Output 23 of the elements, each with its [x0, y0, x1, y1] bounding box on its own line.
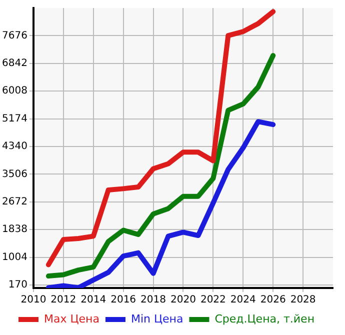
x-tick-label: 2012 — [50, 294, 76, 306]
y-tick-label: 6008 — [2, 86, 28, 97]
x-tick-label: 2026 — [260, 294, 286, 306]
y-tick-label: 2672 — [2, 196, 28, 208]
y-tick-label: 170 — [8, 280, 28, 291]
x-tick-label: 2016 — [110, 294, 136, 306]
y-tick-label: 6842 — [2, 58, 28, 69]
x-tick-label: 2018 — [140, 294, 166, 306]
y-tick-label: 7676 — [2, 30, 28, 42]
legend-label: Min Цена — [130, 312, 184, 326]
x-tick-label: 2022 — [200, 294, 226, 306]
y-tick-label: 3506 — [2, 168, 28, 180]
x-tick-label: 2028 — [290, 294, 316, 306]
y-tick-label: 4340 — [2, 141, 28, 152]
y-tick-label: 1838 — [2, 224, 28, 236]
x-tick-label: 2010 — [20, 294, 46, 306]
x-tick-label: 2024 — [230, 294, 256, 306]
y-tick-label: 5174 — [2, 113, 28, 124]
x-tick-label: 2014 — [80, 294, 106, 306]
legend-label: Max Цена — [44, 312, 100, 326]
x-tick-label: 2020 — [170, 294, 196, 306]
y-tick-label: 1004 — [2, 252, 28, 263]
legend-label: Сред.Цена, т.йен — [214, 312, 315, 326]
